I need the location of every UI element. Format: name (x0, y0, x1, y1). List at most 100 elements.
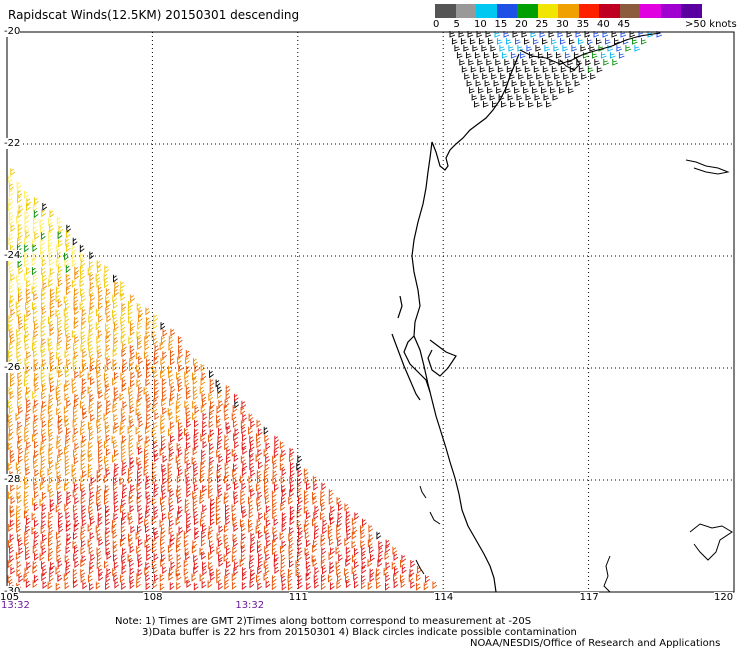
wind-barb (322, 526, 327, 535)
wind-barb (248, 426, 253, 435)
wind-barb (226, 448, 232, 457)
wind-barb (208, 490, 213, 499)
wind-barb (289, 447, 295, 456)
wind-barb (7, 175, 13, 184)
legend-swatch (517, 4, 538, 18)
wind-barb (73, 343, 78, 351)
wind-barb (543, 94, 550, 101)
wind-barb (105, 295, 110, 304)
wind-barb (483, 101, 489, 108)
wind-barb (475, 80, 482, 87)
wind-barb (169, 538, 175, 547)
wind-barb (121, 384, 127, 392)
wind-barb (104, 497, 109, 505)
wind-barb (137, 447, 143, 455)
wind-barb (272, 470, 278, 478)
wind-barb (469, 38, 476, 45)
wind-barb (202, 524, 207, 533)
wind-barb (361, 561, 367, 569)
wind-barb (80, 427, 85, 436)
wind-barb (33, 364, 39, 372)
wind-barb (160, 414, 166, 423)
wind-barb (225, 504, 230, 513)
wind-barb (545, 73, 551, 80)
wind-barb (114, 281, 120, 290)
wind-barb (609, 52, 616, 59)
wind-barb (185, 365, 191, 374)
wind-barb (336, 531, 342, 540)
wind-barb (186, 413, 191, 422)
wind-barb (9, 182, 14, 191)
wind-barb (217, 539, 223, 547)
wind-barb (105, 407, 111, 415)
wind-barb (484, 80, 491, 87)
wind-barb (186, 482, 192, 491)
wind-barb (250, 532, 256, 541)
wind-barb (568, 87, 574, 94)
wind-barb (112, 405, 118, 413)
wind-barb (96, 370, 102, 379)
wind-barb (265, 531, 271, 540)
lon-tick-label: 114 (434, 592, 454, 603)
wind-barb (208, 420, 214, 429)
wind-barb (88, 441, 93, 450)
wind-barb (128, 434, 134, 443)
wind-barb (66, 538, 71, 546)
wind-barb (207, 532, 213, 540)
wind-barb (200, 462, 206, 470)
wind-barb (186, 512, 191, 521)
wind-barb (89, 301, 95, 310)
wind-barb (287, 575, 293, 584)
wind-barb (279, 462, 285, 471)
wind-barb (201, 552, 206, 560)
wind-barb (401, 554, 407, 563)
wind-barb (193, 392, 198, 401)
wind-barb (64, 483, 69, 492)
wind-barb (34, 322, 39, 331)
wind-barb (535, 45, 542, 52)
wind-barb (71, 251, 77, 260)
wind-barb (73, 399, 79, 408)
wind-barb (305, 561, 311, 569)
wind-barb (401, 566, 407, 574)
wind-barb (90, 377, 95, 386)
wind-barb (153, 441, 158, 449)
wind-barb (121, 517, 126, 526)
wind-barb (121, 547, 127, 556)
wind-barb (297, 469, 303, 478)
wind-barb (152, 580, 158, 589)
wind-barb (257, 545, 262, 554)
wind-barb (9, 329, 15, 338)
wind-barb (42, 534, 47, 542)
wind-barb (201, 372, 207, 381)
wind-barb (130, 371, 136, 380)
wind-barb (106, 357, 112, 366)
wind-barb (184, 400, 190, 409)
wind-barb (152, 566, 158, 574)
wind-barb (66, 497, 71, 506)
wind-barb (474, 101, 480, 108)
wind-barb (90, 357, 95, 365)
wind-barb (234, 482, 239, 491)
wind-barb (152, 476, 158, 485)
wind-barb (218, 455, 224, 464)
wind-barb (32, 225, 38, 234)
wind-barb (87, 267, 93, 276)
wind-barb (49, 504, 55, 513)
wind-barb (25, 365, 31, 374)
wind-barb (281, 468, 287, 477)
wind-barb (104, 392, 110, 401)
wind-barb (64, 419, 70, 428)
wind-barb (105, 300, 111, 309)
wind-barb (71, 469, 77, 478)
wind-barb (378, 553, 383, 562)
wind-barb (9, 505, 15, 514)
wind-barb (482, 73, 488, 80)
wind-barb (24, 447, 30, 456)
wind-barb (551, 38, 557, 45)
wind-barb (98, 448, 103, 457)
wind-barb (34, 552, 39, 561)
wind-barb (459, 59, 465, 66)
wind-barb (137, 553, 143, 562)
